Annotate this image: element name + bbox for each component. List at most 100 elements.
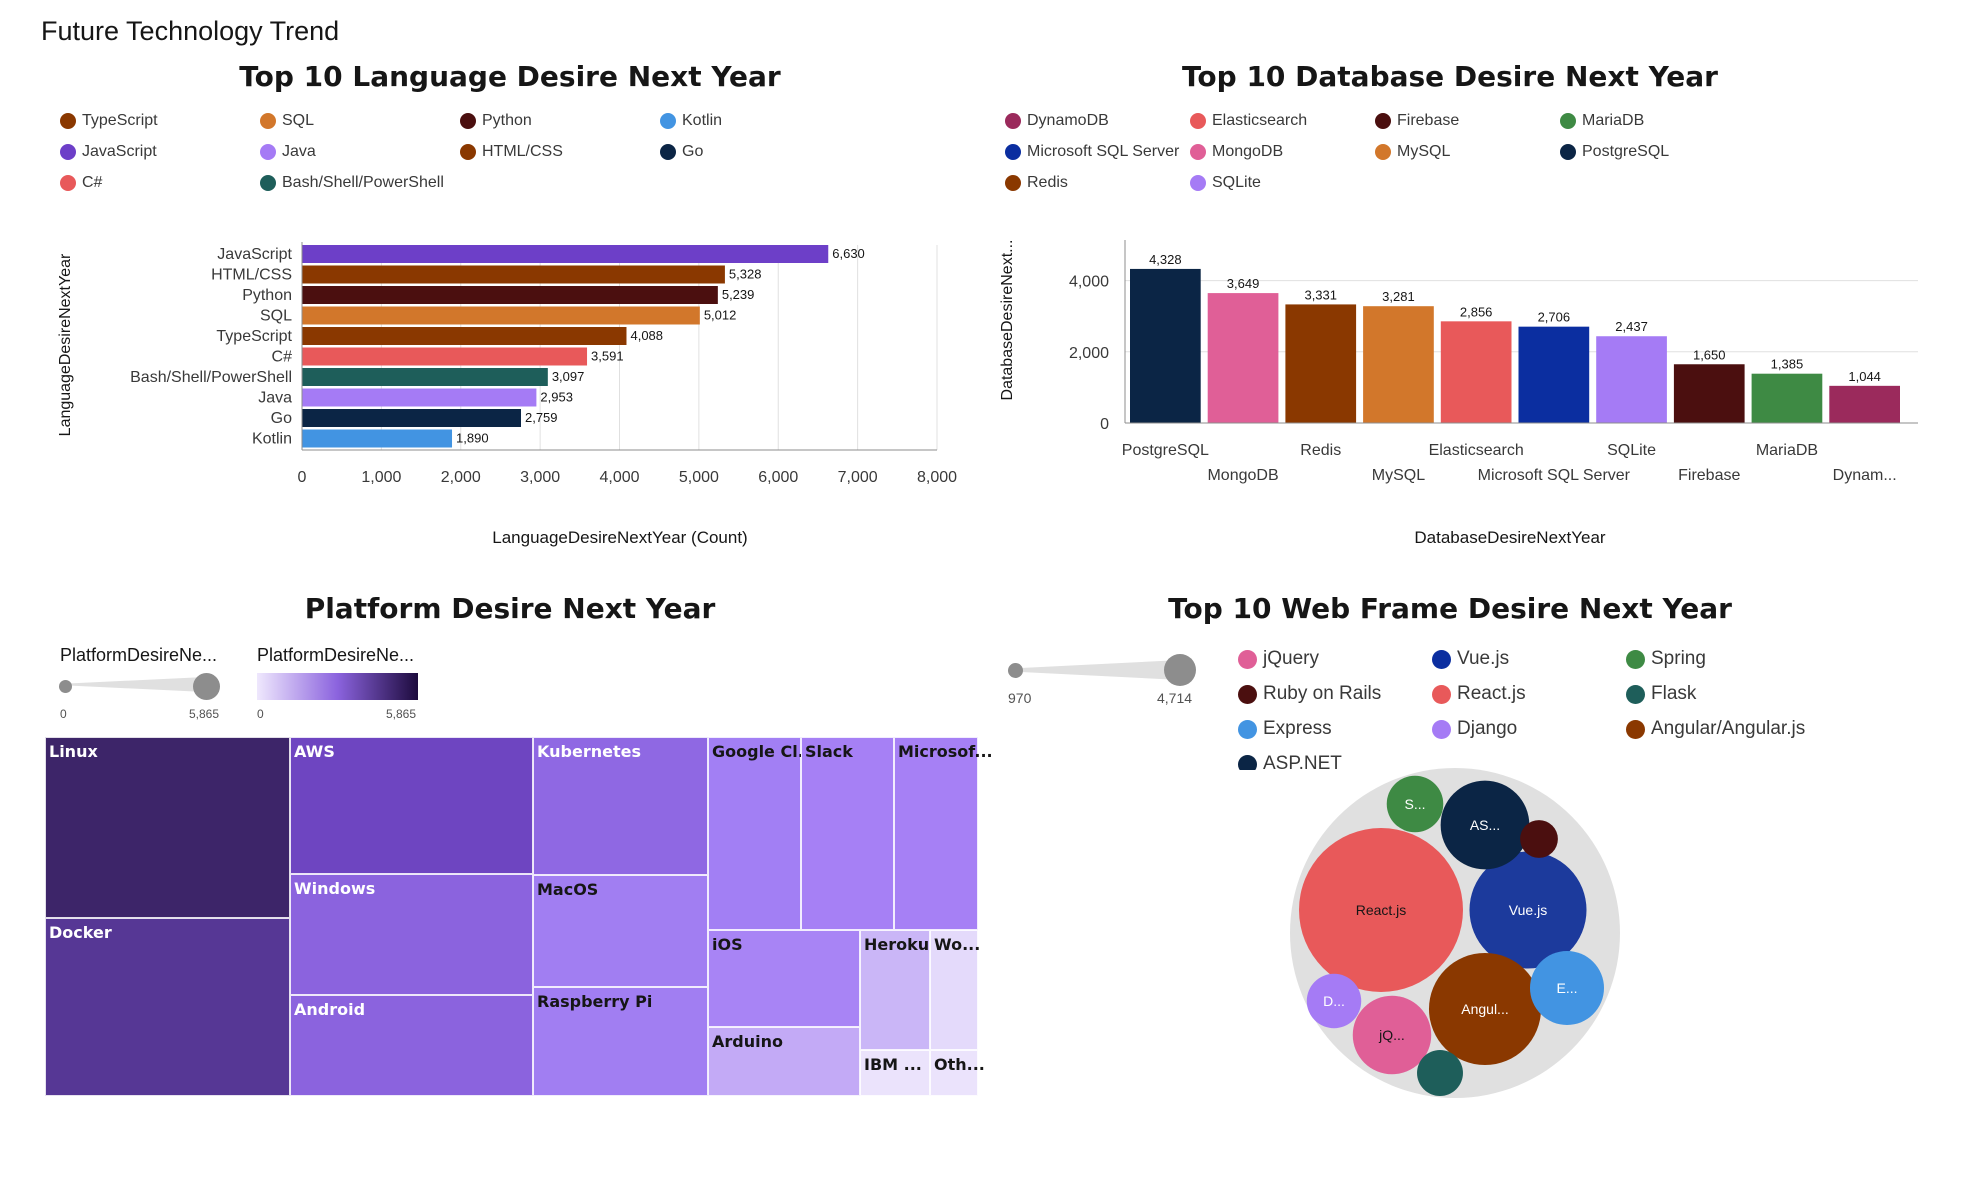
webframe-legend-item[interactable]: jQuery bbox=[1238, 648, 1319, 670]
database-legend-item[interactable]: MongoDB bbox=[1190, 143, 1283, 161]
bubble-size-min: 970 bbox=[1008, 690, 1032, 706]
database-legend: DynamoDB Elasticsearch Firebase MariaDB Micr… bbox=[1005, 112, 1925, 202]
bar[interactable] bbox=[1440, 321, 1512, 423]
size-control-min-knob[interactable] bbox=[59, 680, 72, 693]
database-legend-item[interactable]: PostgreSQL bbox=[1560, 143, 1669, 161]
bar[interactable] bbox=[302, 265, 725, 284]
language-legend-item[interactable]: Java bbox=[260, 143, 316, 161]
bar[interactable] bbox=[302, 286, 718, 304]
database-legend-item[interactable]: Firebase bbox=[1375, 112, 1459, 130]
bubble-size-min-knob[interactable] bbox=[1008, 663, 1023, 678]
language-legend-item[interactable]: Bash/Shell/PowerShell bbox=[260, 174, 444, 192]
treemap-cell[interactable]: Kubernetes bbox=[533, 737, 708, 875]
database-legend-item[interactable]: Elasticsearch bbox=[1190, 112, 1307, 130]
size-control-max-knob[interactable] bbox=[193, 673, 220, 700]
bubble[interactable] bbox=[1469, 851, 1587, 969]
treemap-cell-label: Docker bbox=[49, 923, 112, 942]
bubble[interactable] bbox=[1529, 950, 1605, 1026]
webframe-legend-item[interactable]: Flask bbox=[1626, 683, 1696, 705]
bar[interactable] bbox=[1673, 364, 1745, 423]
bar[interactable] bbox=[1829, 385, 1900, 423]
legend-label: Elasticsearch bbox=[1212, 112, 1308, 129]
language-legend-item[interactable]: Python bbox=[460, 112, 532, 130]
treemap-cell-label: Wo... bbox=[934, 935, 981, 954]
database-legend-item[interactable]: SQLite bbox=[1190, 174, 1261, 192]
treemap-cell[interactable]: MacOS bbox=[533, 875, 708, 987]
treemap-cell[interactable]: IBM ... bbox=[860, 1050, 930, 1096]
legend-label: Spring bbox=[1651, 648, 1706, 669]
language-legend-item[interactable]: SQL bbox=[260, 112, 314, 130]
webframe-legend-item[interactable]: Vue.js bbox=[1432, 648, 1509, 670]
webframe-legend-item[interactable]: Django bbox=[1432, 718, 1517, 740]
bar[interactable] bbox=[302, 347, 588, 366]
treemap-cell[interactable]: Docker bbox=[45, 918, 290, 1096]
bubble[interactable] bbox=[1306, 973, 1362, 1029]
webframe-legend-item[interactable]: Spring bbox=[1626, 648, 1706, 670]
language-legend-item[interactable]: C# bbox=[60, 174, 102, 192]
bubble-size-max-knob[interactable] bbox=[1164, 654, 1196, 686]
bar[interactable] bbox=[302, 388, 537, 407]
language-legend-item[interactable]: Kotlin bbox=[660, 112, 722, 130]
treemap-cell[interactable]: Slack bbox=[801, 737, 894, 930]
x-tick-label: 6,000 bbox=[758, 469, 798, 486]
webframe-legend-item[interactable]: React.js bbox=[1432, 683, 1526, 705]
bar[interactable] bbox=[302, 429, 453, 448]
bar[interactable] bbox=[1363, 306, 1434, 423]
treemap-cell[interactable]: Android bbox=[290, 995, 533, 1096]
bar[interactable] bbox=[302, 245, 829, 263]
bar[interactable] bbox=[1207, 293, 1279, 423]
database-legend-item[interactable]: Microsoft SQL Server bbox=[1005, 143, 1179, 161]
language-legend: TypeScript SQL Python Kotlin JavaScript Java H… bbox=[60, 112, 980, 202]
size-control-label: PlatformDesireNe... bbox=[60, 645, 218, 665]
language-legend-item[interactable]: Go bbox=[660, 143, 703, 161]
x-category-label: MongoDB bbox=[1207, 467, 1278, 484]
legend-label: Vue.js bbox=[1457, 648, 1510, 669]
x-category-label: Dynam... bbox=[1833, 467, 1897, 484]
bubble[interactable] bbox=[1299, 828, 1463, 992]
y-category-label: Bash/Shell/PowerShell bbox=[130, 369, 292, 386]
bubble[interactable] bbox=[1428, 952, 1542, 1066]
webframe-legend-item[interactable]: ASP.NET bbox=[1238, 753, 1342, 770]
bar[interactable] bbox=[1285, 304, 1357, 423]
bubble-label: D... bbox=[1323, 993, 1345, 1009]
webframe-legend-item[interactable]: Angular/Angular.js bbox=[1626, 718, 1805, 740]
webframe-legend-item[interactable]: Express bbox=[1238, 718, 1332, 740]
treemap-cell-label: Kubernetes bbox=[537, 742, 641, 761]
treemap-cell[interactable]: Wo... bbox=[930, 930, 981, 1050]
database-legend-item[interactable]: MySQL bbox=[1375, 143, 1450, 161]
language-legend-item[interactable]: JavaScript bbox=[60, 143, 157, 161]
treemap-cell[interactable]: Linux bbox=[45, 737, 290, 918]
bar[interactable] bbox=[1751, 373, 1823, 423]
bar[interactable] bbox=[1596, 336, 1667, 423]
treemap-cell-label: AWS bbox=[294, 742, 335, 761]
treemap-cell[interactable]: iOS bbox=[708, 930, 860, 1027]
bar[interactable] bbox=[302, 327, 627, 345]
treemap-cell-label: Slack bbox=[805, 742, 853, 761]
database-legend-item[interactable]: MariaDB bbox=[1560, 112, 1644, 130]
treemap-cell[interactable]: Arduino bbox=[708, 1027, 860, 1096]
treemap-cell[interactable]: Oth... bbox=[930, 1050, 985, 1096]
language-legend-item[interactable]: TypeScript bbox=[60, 112, 158, 130]
treemap-cell[interactable]: Raspberry Pi bbox=[533, 987, 708, 1096]
treemap-cell[interactable]: Windows bbox=[290, 874, 533, 995]
bar[interactable] bbox=[302, 306, 700, 325]
treemap-cell[interactable]: Google Cl... bbox=[708, 737, 816, 930]
treemap-cell[interactable]: Microsof... bbox=[894, 737, 993, 930]
webframe-legend-item[interactable]: Ruby on Rails bbox=[1238, 683, 1381, 705]
bar[interactable] bbox=[1130, 268, 1201, 423]
treemap-cell[interactable]: Heroku bbox=[860, 930, 930, 1050]
bar[interactable] bbox=[1518, 326, 1590, 423]
bar[interactable] bbox=[302, 368, 548, 386]
bar[interactable] bbox=[302, 409, 521, 427]
x-category-label: MariaDB bbox=[1756, 442, 1818, 459]
treemap-cell[interactable]: AWS bbox=[290, 737, 533, 874]
bar-value-label: 2,759 bbox=[525, 410, 558, 425]
bubble[interactable] bbox=[1417, 1050, 1463, 1096]
bubble[interactable] bbox=[1440, 780, 1530, 870]
bubble[interactable] bbox=[1386, 775, 1444, 833]
language-legend-item[interactable]: HTML/CSS bbox=[460, 143, 563, 161]
database-legend-item[interactable]: Redis bbox=[1005, 174, 1068, 192]
bubble[interactable] bbox=[1352, 995, 1432, 1075]
bubble[interactable] bbox=[1520, 820, 1558, 858]
database-legend-item[interactable]: DynamoDB bbox=[1005, 112, 1109, 130]
